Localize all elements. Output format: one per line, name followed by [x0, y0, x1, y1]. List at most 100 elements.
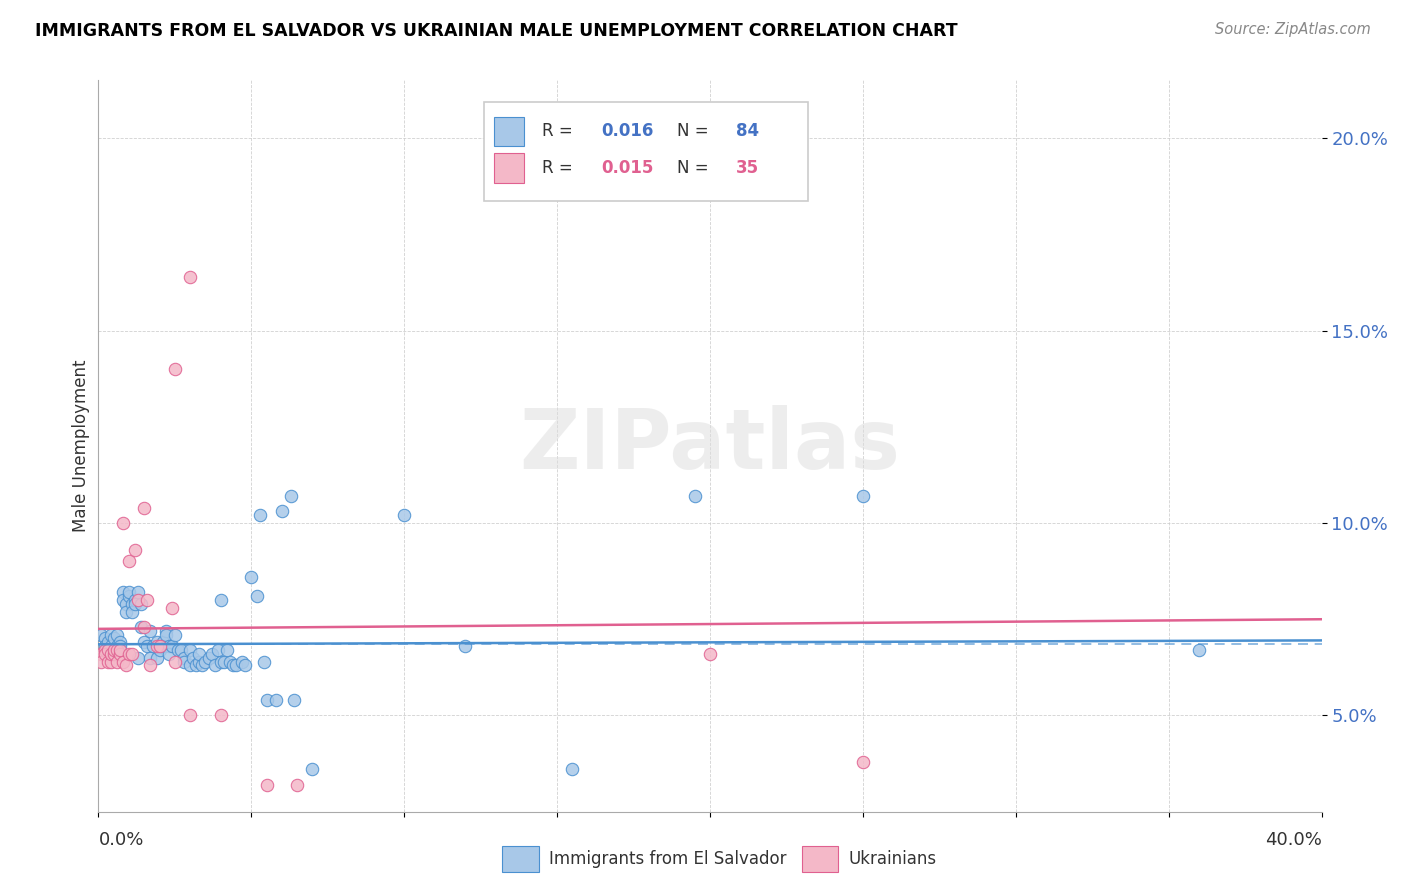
Point: [105, 627, 128, 641]
Point: [301, 763, 323, 777]
Point: [121, 605, 143, 619]
Point: [191, 658, 214, 673]
Point: [157, 647, 180, 661]
Point: [225, 658, 247, 673]
Point: [246, 589, 269, 603]
Bar: [801, 847, 838, 872]
Point: [97, 639, 120, 653]
Point: [129, 620, 152, 634]
Point: [105, 643, 128, 657]
Point: [97, 635, 120, 649]
Point: [139, 650, 162, 665]
Point: [181, 650, 204, 665]
Point: [683, 489, 706, 503]
Point: [209, 708, 232, 723]
Point: [93, 643, 115, 657]
Point: [100, 655, 122, 669]
Point: [90, 655, 112, 669]
Point: [155, 624, 177, 638]
Point: [145, 639, 167, 653]
Point: [111, 593, 134, 607]
Text: 35: 35: [735, 159, 759, 177]
Point: [160, 600, 183, 615]
Point: [173, 650, 195, 665]
Point: [264, 693, 287, 707]
Y-axis label: Male Unemployment: Male Unemployment: [72, 359, 90, 533]
Bar: [494, 153, 524, 183]
Point: [222, 658, 245, 673]
Point: [108, 643, 131, 657]
Point: [167, 643, 190, 657]
Point: [93, 639, 115, 653]
Bar: [502, 847, 538, 872]
Text: N =: N =: [678, 159, 714, 177]
Text: Immigrants from El Salvador: Immigrants from El Salvador: [548, 850, 786, 868]
Point: [280, 489, 302, 503]
Point: [392, 508, 416, 523]
Point: [145, 650, 167, 665]
Text: 0.016: 0.016: [602, 122, 654, 140]
Text: 40.0%: 40.0%: [1265, 831, 1322, 849]
Point: [121, 597, 143, 611]
Point: [124, 597, 146, 611]
Point: [197, 650, 219, 665]
Point: [103, 647, 125, 661]
Point: [212, 655, 235, 669]
Point: [118, 554, 141, 568]
Point: [127, 650, 149, 665]
Text: R =: R =: [543, 122, 578, 140]
Text: 0.0%: 0.0%: [98, 831, 143, 849]
Point: [699, 647, 721, 661]
Text: ZIPatlas: ZIPatlas: [520, 406, 900, 486]
Point: [127, 593, 149, 607]
Point: [115, 597, 138, 611]
Point: [142, 639, 165, 653]
Point: [256, 778, 278, 792]
Point: [108, 639, 131, 653]
Point: [134, 620, 156, 634]
Point: [852, 489, 875, 503]
Point: [149, 639, 172, 653]
Point: [100, 647, 122, 661]
Point: [207, 643, 229, 657]
Point: [152, 635, 174, 649]
FancyBboxPatch shape: [484, 103, 808, 201]
Point: [115, 605, 138, 619]
Point: [204, 658, 226, 673]
Point: [111, 585, 134, 599]
Point: [179, 269, 201, 284]
Point: [179, 643, 201, 657]
Point: [188, 655, 211, 669]
Bar: [494, 117, 524, 146]
Point: [249, 508, 271, 523]
Point: [105, 655, 128, 669]
Point: [121, 647, 143, 661]
Point: [285, 778, 308, 792]
Text: Ukrainians: Ukrainians: [848, 850, 936, 868]
Point: [93, 632, 115, 646]
Point: [149, 643, 172, 657]
Point: [124, 543, 146, 558]
Point: [93, 647, 115, 661]
Point: [103, 643, 125, 657]
Point: [118, 647, 141, 661]
Point: [852, 755, 875, 769]
Point: [145, 635, 167, 649]
Point: [134, 635, 156, 649]
Point: [100, 639, 122, 653]
Point: [240, 570, 263, 584]
Point: [173, 655, 195, 669]
Point: [283, 693, 305, 707]
Point: [136, 639, 159, 653]
Point: [1188, 643, 1211, 657]
Point: [136, 593, 159, 607]
Point: [134, 500, 156, 515]
Point: [188, 647, 211, 661]
Point: [252, 655, 274, 669]
Point: [215, 643, 238, 657]
Point: [103, 632, 125, 646]
Point: [127, 585, 149, 599]
Point: [103, 643, 125, 657]
Point: [118, 589, 141, 603]
Point: [108, 647, 131, 661]
